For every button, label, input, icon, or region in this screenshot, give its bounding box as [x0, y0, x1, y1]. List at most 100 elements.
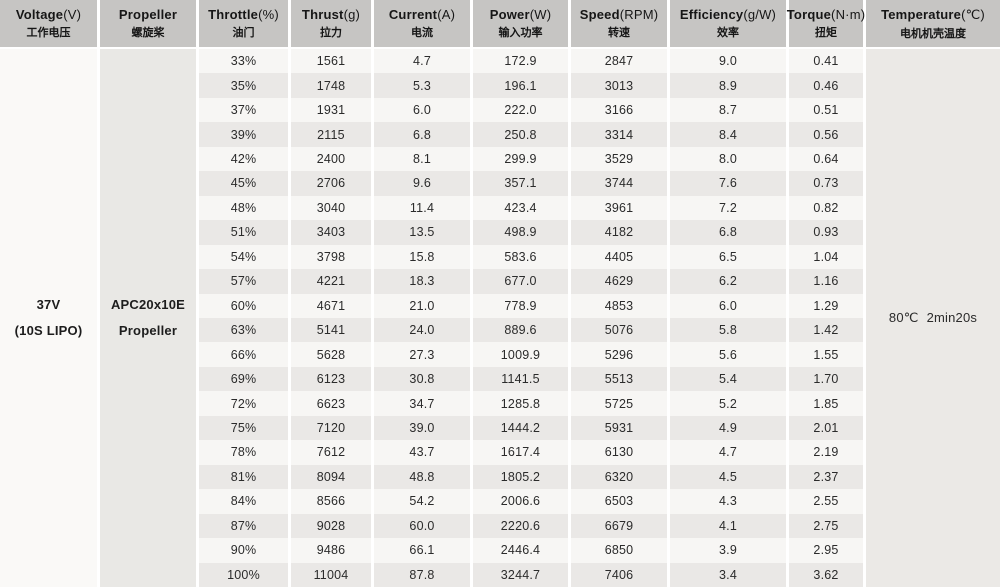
- table-cell: 4182: [571, 220, 667, 245]
- table-cell: 1.85: [789, 391, 863, 416]
- table-cell: 35%: [199, 73, 288, 98]
- propeller-model: APC20x10E: [110, 297, 186, 312]
- voltage-battery-type: (10S LIPO): [14, 323, 83, 338]
- table-cell: 2706: [291, 171, 371, 196]
- table-cell: 4.7: [374, 49, 470, 74]
- torque-cells: 0.41 0.46 0.51 0.56 0.64 0.73 0.82 0.93 1.04 1.16…: [789, 49, 863, 587]
- table-cell: 2.75: [789, 513, 863, 539]
- table-cell: 84%: [199, 489, 288, 514]
- table-cell: 6.8: [670, 220, 786, 245]
- header-voltage-en: Voltage(V): [15, 7, 82, 22]
- table-cell: 5628: [291, 342, 371, 367]
- table-cell: 7612: [291, 440, 371, 465]
- table-cell: 9.6: [374, 171, 470, 196]
- table-cell: 0.93: [789, 220, 863, 245]
- table-cell: 0.64: [789, 146, 863, 172]
- voltage-value: 37V: [36, 297, 61, 312]
- table-cell: 6.5: [670, 244, 786, 270]
- table-cell: 6.2: [670, 269, 786, 294]
- table-cell: 54%: [199, 244, 288, 270]
- table-cell: 4.9: [670, 415, 786, 441]
- table-cell: 7.2: [670, 195, 786, 221]
- table-cell: 48.8: [374, 464, 470, 490]
- table-cell: 3.4: [670, 562, 786, 587]
- table-cell: 4629: [571, 269, 667, 294]
- table-cell: 4.3: [670, 489, 786, 514]
- table-cell: 34.7: [374, 391, 470, 416]
- table-cell: 6123: [291, 366, 371, 392]
- propeller-cell: APC20x10E Propeller: [100, 49, 196, 587]
- table-cell: 4853: [571, 293, 667, 318]
- table-cell: 423.4: [473, 195, 568, 221]
- column-temperature: Temperature(℃) 电机机壳温度 80℃ 2min20s: [866, 0, 1000, 587]
- table-cell: 5.4: [670, 366, 786, 392]
- table-cell: 1.55: [789, 342, 863, 367]
- table-cell: 13.5: [374, 220, 470, 245]
- column-thrust: Thrust(g) 拉力 1561 1748 1931 2115 2400 2706 304…: [291, 0, 371, 587]
- table-cell: 1617.4: [473, 440, 568, 465]
- table-cell: 33%: [199, 49, 288, 74]
- table-cell: 0.82: [789, 195, 863, 221]
- table-cell: 72%: [199, 391, 288, 416]
- table-cell: 75%: [199, 415, 288, 441]
- table-cell: 5.8: [670, 317, 786, 343]
- header-thrust-zh: 拉力: [320, 27, 342, 39]
- table-cell: 5296: [571, 342, 667, 367]
- table-cell: 5931: [571, 415, 667, 441]
- table-cell: 5725: [571, 391, 667, 416]
- table-cell: 5.3: [374, 73, 470, 98]
- table-cell: 39%: [199, 122, 288, 147]
- table-cell: 1.70: [789, 366, 863, 392]
- table-cell: 2400: [291, 146, 371, 172]
- header-thrust-en: Thrust(g): [301, 7, 361, 22]
- table-cell: 357.1: [473, 171, 568, 196]
- table-cell: 3403: [291, 220, 371, 245]
- table-cell: 1931: [291, 97, 371, 123]
- table-cell: 30.8: [374, 366, 470, 392]
- table-cell: 7406: [571, 562, 667, 587]
- table-cell: 1285.8: [473, 391, 568, 416]
- column-torque: Torque(N·m) 扭矩 0.41 0.46 0.51 0.56 0.64 0.73 0…: [787, 0, 865, 587]
- table-cell: 90%: [199, 538, 288, 563]
- table-cell: 3744: [571, 171, 667, 196]
- header-current-en: Current(A): [388, 7, 456, 22]
- temperature-duration: 2min20s: [926, 310, 978, 325]
- temperature-value: 80℃: [888, 310, 919, 325]
- table-cell: 1805.2: [473, 464, 568, 490]
- header-efficiency-zh: 效率: [717, 27, 739, 39]
- table-cell: 222.0: [473, 97, 568, 123]
- header-temperature-en: Temperature(℃): [881, 6, 985, 22]
- table-cell: 15.8: [374, 244, 470, 270]
- table-cell: 45%: [199, 171, 288, 196]
- table-cell: 3314: [571, 122, 667, 147]
- table-cell: 81%: [199, 464, 288, 490]
- table-cell: 1748: [291, 73, 371, 98]
- propeller-label: Propeller: [118, 323, 178, 338]
- table-cell: 1.29: [789, 293, 863, 318]
- table-cell: 8.7: [670, 97, 786, 123]
- header-propeller: Propeller 螺旋桨: [100, 0, 196, 47]
- throttle-cells: 33% 35% 37% 39% 42% 45% 48% 51% 54% 57% 60% 63% 66% 6…: [199, 49, 288, 587]
- table-cell: 2.19: [789, 440, 863, 465]
- table-cell: 5076: [571, 317, 667, 343]
- header-propeller-zh: 螺旋桨: [131, 27, 165, 39]
- table-cell: 1141.5: [473, 366, 568, 392]
- header-power: Power(W) 输入功率: [473, 0, 568, 47]
- table-cell: 6.8: [374, 122, 470, 147]
- table-cell: 4221: [291, 269, 371, 294]
- table-cell: 2847: [571, 49, 667, 74]
- column-voltage: Voltage(V) 工作电压 37V (10S LIPO): [0, 0, 97, 587]
- table-cell: 51%: [199, 220, 288, 245]
- table-cell: 87%: [199, 513, 288, 539]
- table-cell: 8.0: [670, 146, 786, 172]
- header-current-zh: 电流: [411, 27, 433, 39]
- table-cell: 60%: [199, 293, 288, 318]
- column-efficiency: Efficiency(g/W) 效率 9.0 8.9 8.7 8.4 8.0 7.6 7.2…: [670, 0, 786, 587]
- table-cell: 9.0: [670, 49, 786, 74]
- header-temperature-zh: 电机机壳温度: [900, 27, 966, 40]
- table-cell: 9028: [291, 513, 371, 539]
- column-throttle: Throttle(%) 油门 33% 35% 37% 39% 42% 45% 48% 51% 5…: [199, 0, 288, 587]
- table-cell: 5513: [571, 366, 667, 392]
- table-cell: 3013: [571, 73, 667, 98]
- table-cell: 66.1: [374, 538, 470, 563]
